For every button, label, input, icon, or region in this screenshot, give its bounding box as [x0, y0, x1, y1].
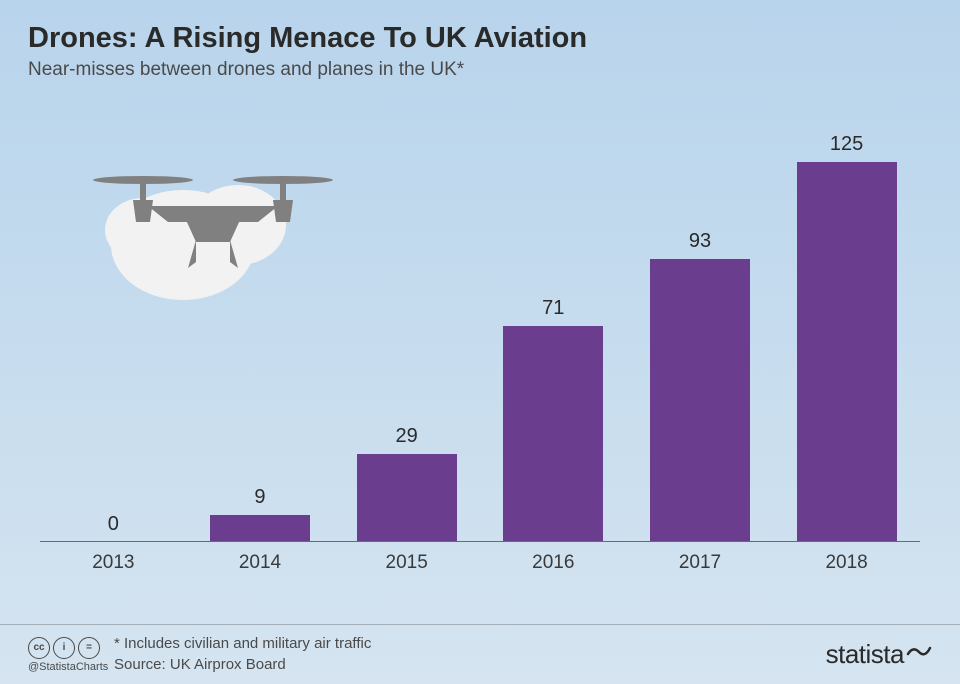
- bar: [503, 326, 603, 542]
- bar-value-label: 0: [108, 513, 119, 536]
- nd-icon: =: [78, 637, 100, 659]
- footer: cc i = @StatistaCharts * Includes civili…: [0, 624, 960, 684]
- bar-group: 9: [187, 486, 334, 542]
- header: Drones: A Rising Menace To UK Aviation N…: [0, 0, 960, 91]
- bar: [210, 515, 310, 542]
- social-handle: @StatistaCharts: [28, 661, 114, 673]
- cc-license-icons: cc i =: [28, 637, 100, 659]
- chart-area: 0 9 29 71 93 125 201320142015201620172018: [40, 130, 920, 574]
- bar: [357, 454, 457, 542]
- bar-group: 125: [773, 133, 920, 542]
- bar-value-label: 125: [830, 133, 863, 156]
- footer-left: cc i = @StatistaCharts: [28, 637, 114, 673]
- chart-subtitle: Near-misses between drones and planes in…: [28, 59, 932, 81]
- chart-title: Drones: A Rising Menace To UK Aviation: [28, 22, 932, 55]
- bar-group: 0: [40, 513, 187, 542]
- bar: [650, 259, 750, 542]
- by-icon: i: [53, 637, 75, 659]
- bar-value-label: 71: [542, 297, 564, 320]
- source-text: Source: UK Airprox Board: [114, 655, 371, 675]
- bar: [797, 162, 897, 542]
- footer-text: * Includes civilian and military air tra…: [114, 634, 371, 675]
- bar-value-label: 93: [689, 230, 711, 253]
- x-axis-label: 2015: [333, 552, 480, 574]
- x-axis-labels: 201320142015201620172018: [40, 552, 920, 574]
- bar-group: 93: [627, 230, 774, 542]
- bar-group: 71: [480, 297, 627, 542]
- x-axis-label: 2017: [627, 552, 774, 574]
- bar-group: 29: [333, 425, 480, 542]
- x-axis-line: [40, 541, 920, 542]
- statista-wave-icon: [906, 638, 932, 671]
- bar-value-label: 9: [254, 486, 265, 509]
- x-axis-label: 2014: [187, 552, 334, 574]
- x-axis-label: 2013: [40, 552, 187, 574]
- bars-container: 09297193125: [40, 162, 920, 542]
- statista-logo: statista: [826, 638, 932, 671]
- x-axis-label: 2016: [480, 552, 627, 574]
- bar-value-label: 29: [396, 425, 418, 448]
- x-axis-label: 2018: [773, 552, 920, 574]
- cc-icon: cc: [28, 637, 50, 659]
- footnote: * Includes civilian and military air tra…: [114, 634, 371, 654]
